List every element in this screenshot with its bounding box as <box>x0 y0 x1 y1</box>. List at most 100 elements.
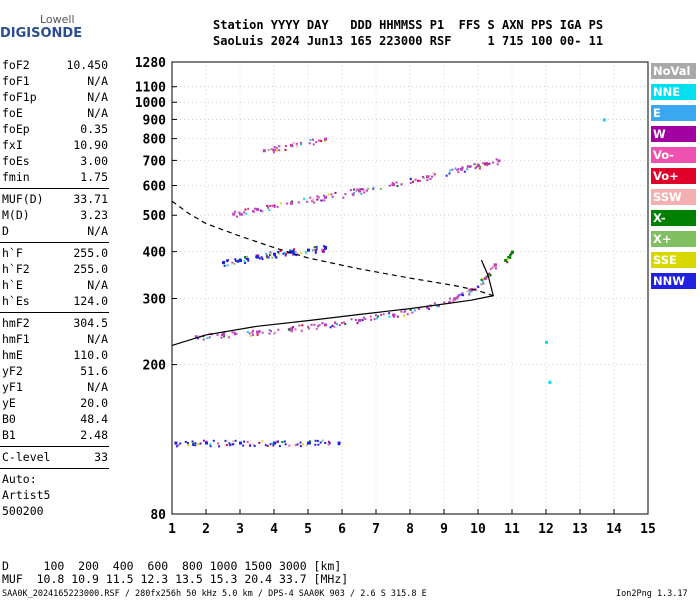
echo-mark <box>367 187 370 190</box>
echo-mark <box>234 258 237 261</box>
param-value: 10.450 <box>66 58 108 72</box>
echo-mark <box>269 252 272 255</box>
echo-mark <box>199 442 202 445</box>
echo-mark <box>312 138 314 141</box>
echo-mark <box>231 261 234 264</box>
echo-mark <box>360 188 363 191</box>
legend-item-nne: NNE <box>651 84 696 100</box>
param-value: 2.48 <box>80 428 108 442</box>
echo-mark <box>468 291 471 294</box>
echo-mark <box>491 266 494 269</box>
echo-mark <box>259 209 262 212</box>
echo-mark <box>247 258 249 261</box>
param-value: N/A <box>87 106 108 120</box>
echo-mark <box>436 305 438 308</box>
echo-mark <box>235 332 238 335</box>
param-row-hf: h`F 255.0 <box>2 246 108 262</box>
echo-mark <box>243 440 246 443</box>
echo-mark <box>320 139 323 142</box>
param-name: hmF2 <box>2 316 30 330</box>
chart-ticks: 1 2 3 4 5 6 7 8 9 10 11 12 13 14 158020030040050060070… <box>135 56 656 537</box>
echo-mark <box>296 145 299 148</box>
echo-mark <box>285 145 287 147</box>
param-row-fof2: foF2 10.450 <box>2 58 108 74</box>
echo-mark <box>220 336 223 339</box>
echo-mark <box>225 444 228 447</box>
echo-mark <box>315 327 318 330</box>
trace-point <box>239 258 242 262</box>
echo-mark <box>265 256 268 259</box>
echo-mark <box>350 318 353 321</box>
param-value: 1.75 <box>80 170 108 184</box>
echo-mark <box>360 192 363 195</box>
echo-mark <box>331 324 334 327</box>
param-value: N/A <box>87 90 108 104</box>
trace-point <box>273 441 276 445</box>
echo-mark <box>404 309 407 312</box>
echo-mark <box>234 210 237 213</box>
echo-mark <box>261 258 264 261</box>
echo-mark <box>403 310 406 313</box>
auto-line1: Auto: <box>2 472 37 486</box>
echo-mark <box>223 264 226 267</box>
param-row-ye: yE 20.0 <box>2 396 108 412</box>
trace-point <box>426 305 429 309</box>
trace-point <box>324 246 327 250</box>
echo-mark <box>353 192 355 195</box>
echo-mark <box>362 188 365 191</box>
echo-mark <box>403 314 405 317</box>
echo-mark <box>344 323 347 325</box>
header-line-2: SaoLuis 2024 Jun13 165 223000 RSF 1 715 … <box>213 34 604 48</box>
echo-mark <box>438 305 440 308</box>
trace-point <box>511 250 514 254</box>
echo-mark <box>355 189 358 192</box>
echo-mark <box>206 337 209 340</box>
echo-mark <box>417 179 419 182</box>
trace-point <box>174 441 178 445</box>
echo-mark <box>376 317 378 320</box>
echo-mark <box>248 332 251 335</box>
chart-marks <box>174 118 606 448</box>
param-name: fmin <box>2 170 30 184</box>
param-value: 10.90 <box>73 138 108 152</box>
echo-mark <box>277 328 280 331</box>
trace-point <box>290 250 293 254</box>
echo-mark <box>327 443 330 446</box>
echo-mark <box>353 188 355 191</box>
echo-mark <box>461 292 464 295</box>
echo-mark <box>293 248 295 251</box>
echo-mark <box>295 142 298 145</box>
param-row-foes: foEs 3.00 <box>2 154 108 170</box>
echo-mark <box>275 147 278 150</box>
legend-item-x: X+ <box>651 231 696 247</box>
param-row-hme: hmE 110.0 <box>2 348 108 364</box>
param-row-fof1: foF1 N/A <box>2 74 108 90</box>
param-row-yf1: yF1 N/A <box>2 380 108 396</box>
echo-mark <box>317 196 320 199</box>
echo-mark <box>236 215 239 218</box>
echo-mark <box>267 148 270 151</box>
x-tick-label: 8 <box>406 522 414 537</box>
echo-mark <box>327 440 330 443</box>
echo-mark <box>261 331 264 334</box>
trace-point <box>392 313 395 317</box>
param-value: 3.23 <box>80 208 108 222</box>
param-row-mufd: MUF(D) 33.71 <box>2 192 108 208</box>
echo-mark <box>362 316 365 319</box>
echo-mark <box>274 148 277 151</box>
x-tick-label: 2 <box>202 522 210 537</box>
echo-mark <box>252 333 254 336</box>
echo-mark <box>311 249 314 252</box>
x-tick-label: 5 <box>304 522 312 537</box>
echo-mark <box>274 256 277 259</box>
trace-point <box>460 167 463 171</box>
echo-mark <box>187 443 190 446</box>
echo-mark <box>323 250 326 253</box>
echo-mark <box>300 143 303 146</box>
echo-mark <box>344 193 347 196</box>
trace-point <box>239 441 242 445</box>
echo-mark <box>284 254 287 257</box>
auto-line2: Artist5 <box>2 488 51 502</box>
echo-mark <box>361 319 364 322</box>
echo-mark <box>315 141 318 144</box>
